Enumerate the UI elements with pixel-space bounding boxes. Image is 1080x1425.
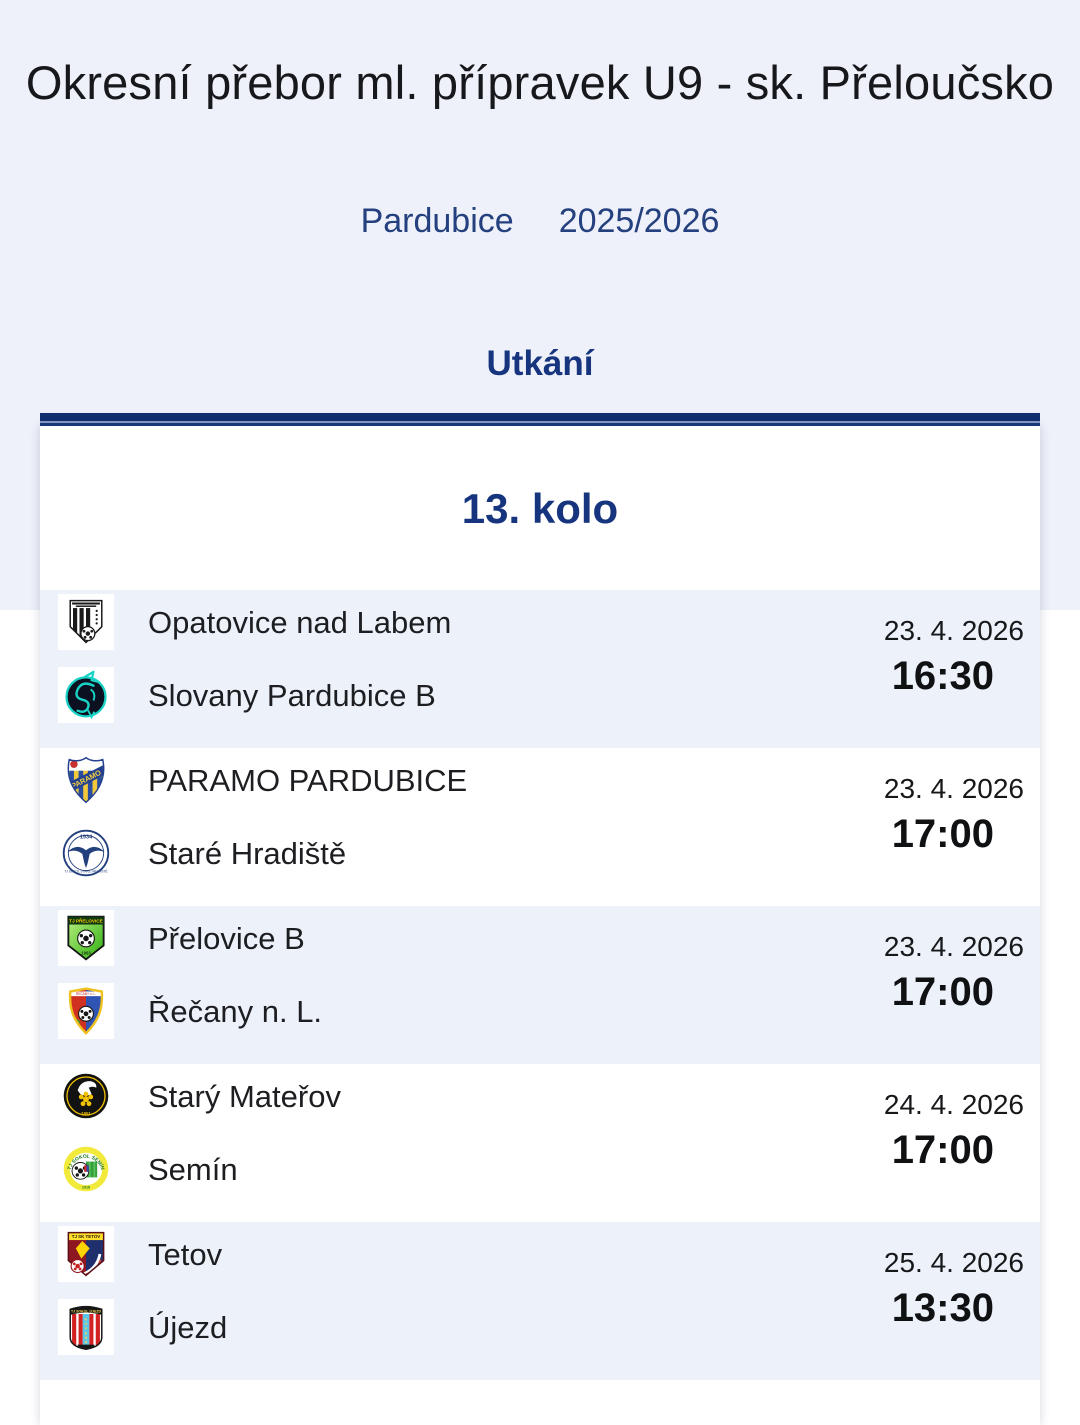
match-list: Opatovice nad Labem Slovany Pardubice B … (40, 590, 1040, 1380)
opatovice-logo-icon (58, 594, 114, 650)
tab-underline-thin (40, 423, 1040, 426)
paramo-logo-icon (58, 752, 114, 808)
match-datetime: 24. 4. 2026 17:00 (883, 1089, 1024, 1173)
tab-underline-thick (40, 413, 1040, 421)
match-time: 17:00 (891, 812, 994, 856)
ujezd-logo-icon (58, 1299, 114, 1355)
match-row[interactable]: Opatovice nad Labem Slovany Pardubice B … (40, 590, 1040, 748)
match-datetime: 23. 4. 2026 17:00 (883, 773, 1024, 857)
stare-hradiste-logo-icon (58, 825, 114, 881)
match-row[interactable]: Tetov Újezd 25. 4. 2026 13:30 (40, 1222, 1040, 1380)
match-row[interactable]: Starý Mateřov Semín 24. 4. 2026 17:00 (40, 1064, 1040, 1222)
match-row[interactable]: PARAMO PARDUBICE Staré Hradiště 23. 4. 2… (40, 748, 1040, 906)
tab-utkani[interactable]: Utkání (486, 344, 594, 383)
home-team-name: Starý Mateřov (148, 1079, 341, 1114)
recany-logo-icon (58, 983, 114, 1039)
match-date: 24. 4. 2026 (883, 1089, 1024, 1120)
match-time: 13:30 (891, 1286, 994, 1330)
fixtures-card: 13. kolo Opatovice nad Labem Slovany Par… (40, 426, 1040, 1425)
away-team-name: Újezd (148, 1310, 228, 1345)
match-row[interactable]: Přelovice B Řečany n. L. 23. 4. 2026 17:… (40, 906, 1040, 1064)
subtitle-location: Pardubice (360, 202, 514, 240)
match-datetime: 23. 4. 2026 16:30 (883, 615, 1024, 699)
away-team-name: Slovany Pardubice B (148, 678, 436, 713)
tetov-logo-icon (58, 1226, 114, 1282)
home-team-name: PARAMO PARDUBICE (148, 763, 468, 798)
tab-underline (40, 413, 1040, 426)
slovany-logo-icon (58, 667, 114, 723)
match-time: 17:00 (891, 1128, 994, 1172)
competition-subtitle: Pardubice 2025/2026 (0, 202, 1080, 241)
away-team-name: Staré Hradiště (148, 836, 347, 871)
stary-materov-logo-icon (58, 1068, 114, 1124)
home-team-name: Opatovice nad Labem (148, 605, 452, 640)
tab-underline-gap (40, 421, 1040, 423)
away-team-name: Řečany n. L. (148, 994, 323, 1029)
page-title: Okresní přebor ml. přípravek U9 - sk. Př… (25, 56, 1055, 110)
subtitle-season: 2025/2026 (558, 202, 720, 240)
round-title: 13. kolo (461, 485, 619, 532)
match-datetime: 23. 4. 2026 17:00 (883, 931, 1024, 1015)
match-time: 16:30 (891, 654, 994, 698)
match-date: 23. 4. 2026 (883, 931, 1024, 962)
home-team-name: Přelovice B (148, 921, 305, 956)
prelovice-logo-icon (58, 910, 114, 966)
home-team-name: Tetov (148, 1237, 223, 1272)
match-date: 23. 4. 2026 (883, 773, 1024, 804)
semin-logo-icon (58, 1141, 114, 1197)
away-team-name: Semín (148, 1152, 238, 1187)
match-date: 23. 4. 2026 (883, 615, 1024, 646)
match-date: 25. 4. 2026 (883, 1247, 1024, 1278)
match-time: 17:00 (891, 970, 994, 1014)
match-datetime: 25. 4. 2026 13:30 (883, 1247, 1024, 1331)
